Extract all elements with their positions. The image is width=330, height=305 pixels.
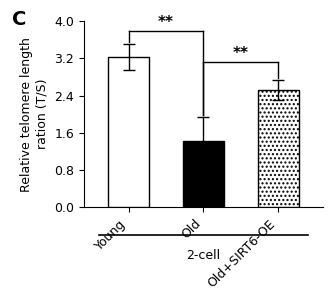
Bar	[108, 57, 149, 207]
Text: **: **	[233, 46, 249, 61]
Bar	[183, 141, 224, 207]
Text: C: C	[12, 10, 26, 29]
Text: **: **	[158, 15, 174, 30]
Bar	[258, 90, 299, 207]
Text: 2-cell: 2-cell	[186, 249, 220, 262]
Y-axis label: Relative telomere length
ration (T/S): Relative telomere length ration (T/S)	[20, 37, 49, 192]
